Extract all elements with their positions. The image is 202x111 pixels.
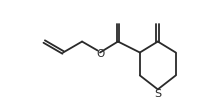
Text: S: S	[154, 89, 161, 99]
Text: O: O	[96, 49, 104, 58]
